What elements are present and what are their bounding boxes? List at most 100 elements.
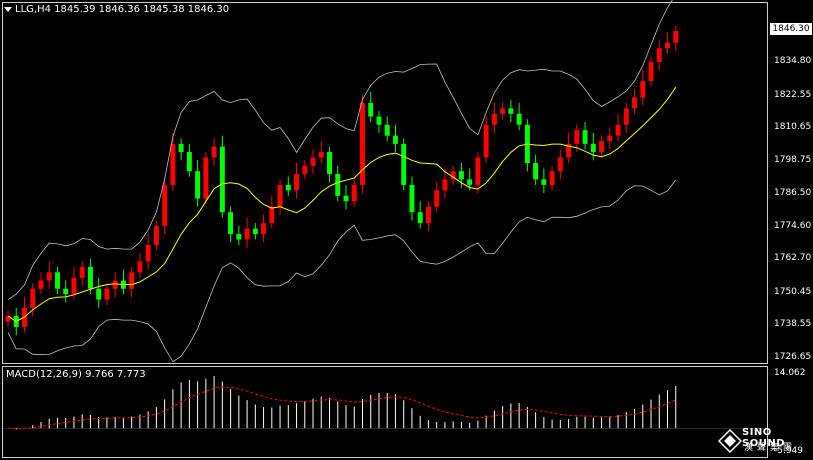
bull-candle [360,102,365,185]
bull-candle [137,261,143,273]
macd-signal-line [7,386,676,430]
bull-candle [277,184,283,207]
price-tick-label: 1738.55 [774,319,812,330]
price-tick-label: 1774.60 [774,220,812,231]
bull-candle [261,223,267,235]
logo-chinese-text: 漢聲集團 [744,443,797,453]
bear-candle [96,288,102,300]
bull-candle [607,135,613,142]
bull-candle [145,244,151,262]
bull-candle [665,42,670,49]
bull-candle [38,280,44,289]
price-tick-label: 1822.55 [774,89,812,100]
bear-candle [384,124,390,136]
bear-candle [219,146,225,213]
sino-sound-logo: SINO SOUND 漢聲集團 [716,425,811,457]
bear-candle [186,152,192,172]
bull-candle [599,141,605,153]
bear-candle [582,130,588,144]
bull-candle [632,97,638,109]
bull-candle [450,171,456,180]
macd-axis-top: 14.062 [774,368,806,378]
bull-candle [475,157,481,185]
logo-brand-text: SINO SOUND [742,427,785,449]
price-tick-label: 1834.80 [774,56,812,67]
price-tick-label: 1750.45 [774,286,812,297]
bull-candle [5,316,11,322]
ohlc-values: 1845.39 1846.36 1845.38 1846.30 [54,4,230,15]
bull-candle [491,113,497,125]
bull-candle [615,124,621,136]
chart-menu-triangle-icon[interactable] [4,6,12,12]
bear-candle [195,171,201,199]
bull-candle [71,277,77,295]
bull-candle [623,108,629,125]
bull-candle [557,157,563,172]
symbol-timeframe: LLG,H4 [15,4,51,15]
macd-title: MACD(12,26,9) 9.766 7.773 [6,369,146,380]
bull-candle [434,190,440,207]
bear-candle [401,143,407,185]
bear-candle [533,163,539,180]
bull-candle [574,130,580,144]
bear-candle [368,102,374,117]
price-chart-panel[interactable] [2,2,768,364]
bear-candle [590,143,596,153]
bear-candle [467,179,473,185]
bull-candle [153,225,159,245]
bear-candle [252,228,258,235]
bull-candle [244,228,250,240]
bull-candle [79,266,85,278]
bull-candle [673,31,679,43]
bull-candle [170,143,176,185]
bull-candle [162,184,168,226]
bear-candle [335,173,341,196]
price-tick-label: 1798.75 [774,154,812,165]
chart-title: LLG,H4 1845.39 1846.36 1845.38 1846.30 [4,4,229,15]
bear-candle [343,195,349,202]
price-tick-label: 1786.50 [774,188,812,199]
bear-candle [236,234,242,240]
price-tick-label: 1726.65 [774,352,812,362]
current-price-marker: 1846.30 [770,23,812,35]
bear-candle [458,171,464,180]
bear-candle [63,288,69,295]
bull-candle [483,124,489,158]
moving-average-line [7,86,677,323]
bull-candle [500,108,506,114]
bear-candle [516,113,522,125]
bear-candle [376,116,382,125]
bear-candle [228,212,234,235]
bull-candle [129,272,135,289]
bear-candle [409,184,415,213]
bull-candle [294,173,300,191]
bull-candle [648,61,654,82]
bollinger-lower-band [7,179,677,363]
logo-diamond-icon [718,429,742,453]
bollinger-upper-band [7,0,673,301]
bear-candle [87,266,93,289]
bear-candle [417,212,423,224]
bull-candle [549,171,555,185]
bull-candle [656,48,662,62]
macd-panel[interactable] [2,366,768,458]
bear-candle [178,143,184,153]
bull-candle [30,288,36,308]
bull-candle [302,165,308,174]
price-tick-label: 1810.65 [774,122,812,133]
bull-candle [318,152,324,158]
bear-candle [327,152,332,174]
bear-candle [54,272,60,289]
bull-candle [112,280,118,289]
bull-candle [566,143,572,158]
bull-candle [211,146,217,158]
bull-candle [640,81,646,98]
bull-candle [269,206,275,224]
bear-candle [285,184,291,191]
bull-candle [310,157,316,166]
bear-candle [392,135,398,144]
bear-candle [541,179,547,185]
price-tick-label: 1762.70 [774,253,812,264]
